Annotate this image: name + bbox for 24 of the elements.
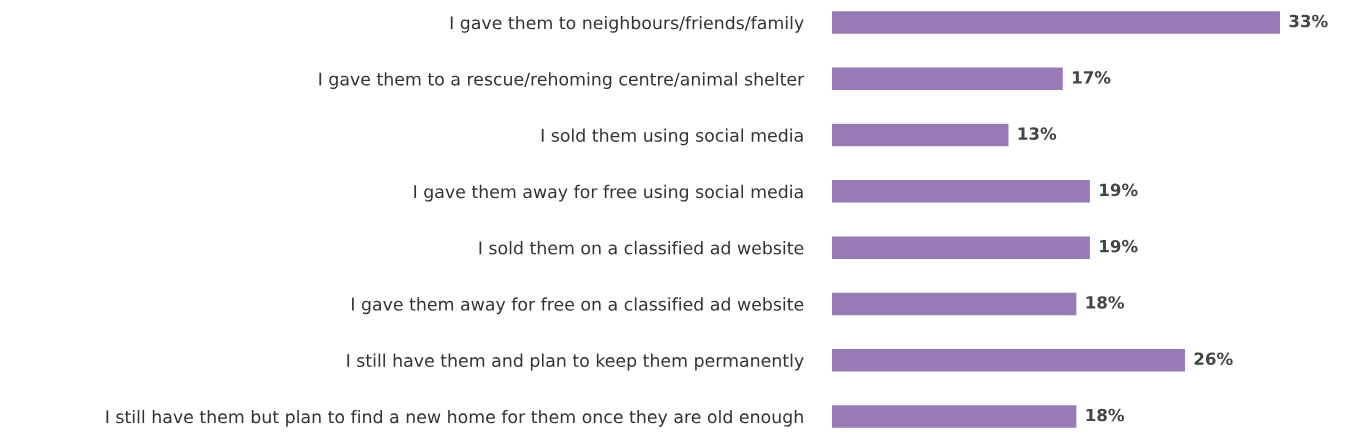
y-tick-label: I gave them away for free using social media (414, 184, 803, 202)
y-tick-label: I gave them to a rescue/rehoming centre/animal shelter (319, 72, 805, 89)
bar (832, 67, 1063, 91)
data-label: 18% (1086, 408, 1125, 422)
y-tick-label: I sold them using social media (541, 128, 803, 146)
bar (832, 405, 1077, 428)
bar (832, 180, 1090, 203)
y-tick-label: I still have them and plan to keep them permanently (347, 353, 804, 371)
bar (832, 123, 1009, 147)
data-label: 18% (1086, 296, 1125, 309)
y-tick-label: I still have them but plan to find a new home for them once they are old enough (106, 409, 803, 427)
bar (832, 292, 1077, 316)
y-tick-label: I sold them on a classified ad website (479, 241, 804, 255)
data-label: 13% (1018, 127, 1057, 140)
y-tick-label: I gave them away for free on a classified ad website (352, 297, 804, 315)
data-label: 17% (1073, 71, 1111, 84)
data-label: 19% (1100, 239, 1138, 253)
data-label: 19% (1100, 183, 1138, 197)
data-label: 33% (1289, 14, 1328, 28)
bar (832, 236, 1090, 259)
data-label: 26% (1194, 352, 1233, 366)
bar (832, 348, 1185, 372)
bar (832, 11, 1280, 34)
y-tick-label: I gave them to neighbours/friends/family (450, 15, 804, 33)
